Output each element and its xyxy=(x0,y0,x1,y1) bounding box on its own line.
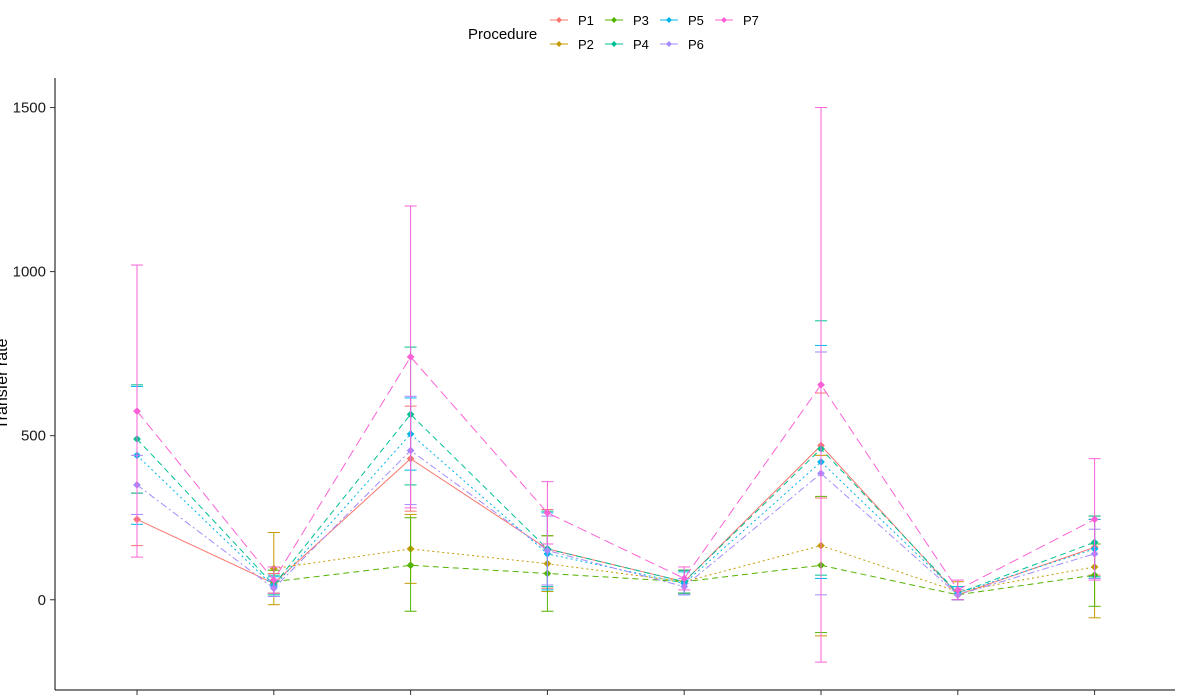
legend-item-p5: P5 xyxy=(660,13,704,28)
legend-title: Procedure xyxy=(468,26,537,43)
legend-key xyxy=(556,41,562,47)
legend-label: P3 xyxy=(633,13,649,28)
legend-item-p2: P2 xyxy=(550,37,594,52)
y-tick-label: 500 xyxy=(21,428,46,445)
legend-key xyxy=(611,41,617,47)
data-point xyxy=(680,574,689,583)
legend-item-p4: P4 xyxy=(605,37,649,52)
data-point xyxy=(1090,515,1099,524)
y-tick-label: 1500 xyxy=(13,100,46,117)
series-p2 xyxy=(267,454,1101,637)
legend-item-p7: P7 xyxy=(715,13,759,28)
plot-area xyxy=(131,107,1101,663)
series-line xyxy=(136,449,1095,596)
data-point xyxy=(953,586,962,594)
legend-label: P1 xyxy=(578,13,594,28)
series-line xyxy=(136,356,1095,591)
data-point xyxy=(406,353,415,361)
y-tick-label: 0 xyxy=(38,592,46,609)
data-point xyxy=(543,546,552,555)
data-point xyxy=(543,508,552,517)
series-p4 xyxy=(131,320,1101,601)
series-line xyxy=(136,413,1095,594)
legend-item-p3: P3 xyxy=(605,13,649,28)
y-axis-title: Transfer rate xyxy=(0,338,11,429)
legend-key xyxy=(666,17,672,23)
legend-key xyxy=(556,17,562,23)
legend-key xyxy=(666,41,672,47)
data-point xyxy=(406,561,415,570)
legend-label: P4 xyxy=(633,37,649,52)
series-p5 xyxy=(131,344,1101,601)
series-p7 xyxy=(131,107,1101,663)
legend-label: P2 xyxy=(578,37,594,52)
legend-item-p1: P1 xyxy=(550,13,594,28)
legend: Procedure P1 P2 P3 P4 P5 P6 P7 xyxy=(468,13,759,52)
data-point xyxy=(817,380,825,389)
legend-key xyxy=(721,17,727,23)
legend-label: P6 xyxy=(688,37,704,52)
data-point xyxy=(269,576,278,584)
series-p6 xyxy=(131,351,1101,601)
legend-label: P5 xyxy=(688,13,704,28)
axes: 0 500 1000 1500 xyxy=(13,78,1175,695)
series-p3 xyxy=(267,495,1101,634)
legend-key xyxy=(611,17,617,23)
data-point xyxy=(133,407,141,415)
legend-label: P7 xyxy=(743,13,759,28)
y-tick-label: 1000 xyxy=(13,264,46,281)
legend-item-p6: P6 xyxy=(660,37,704,52)
series-line xyxy=(136,444,1095,596)
